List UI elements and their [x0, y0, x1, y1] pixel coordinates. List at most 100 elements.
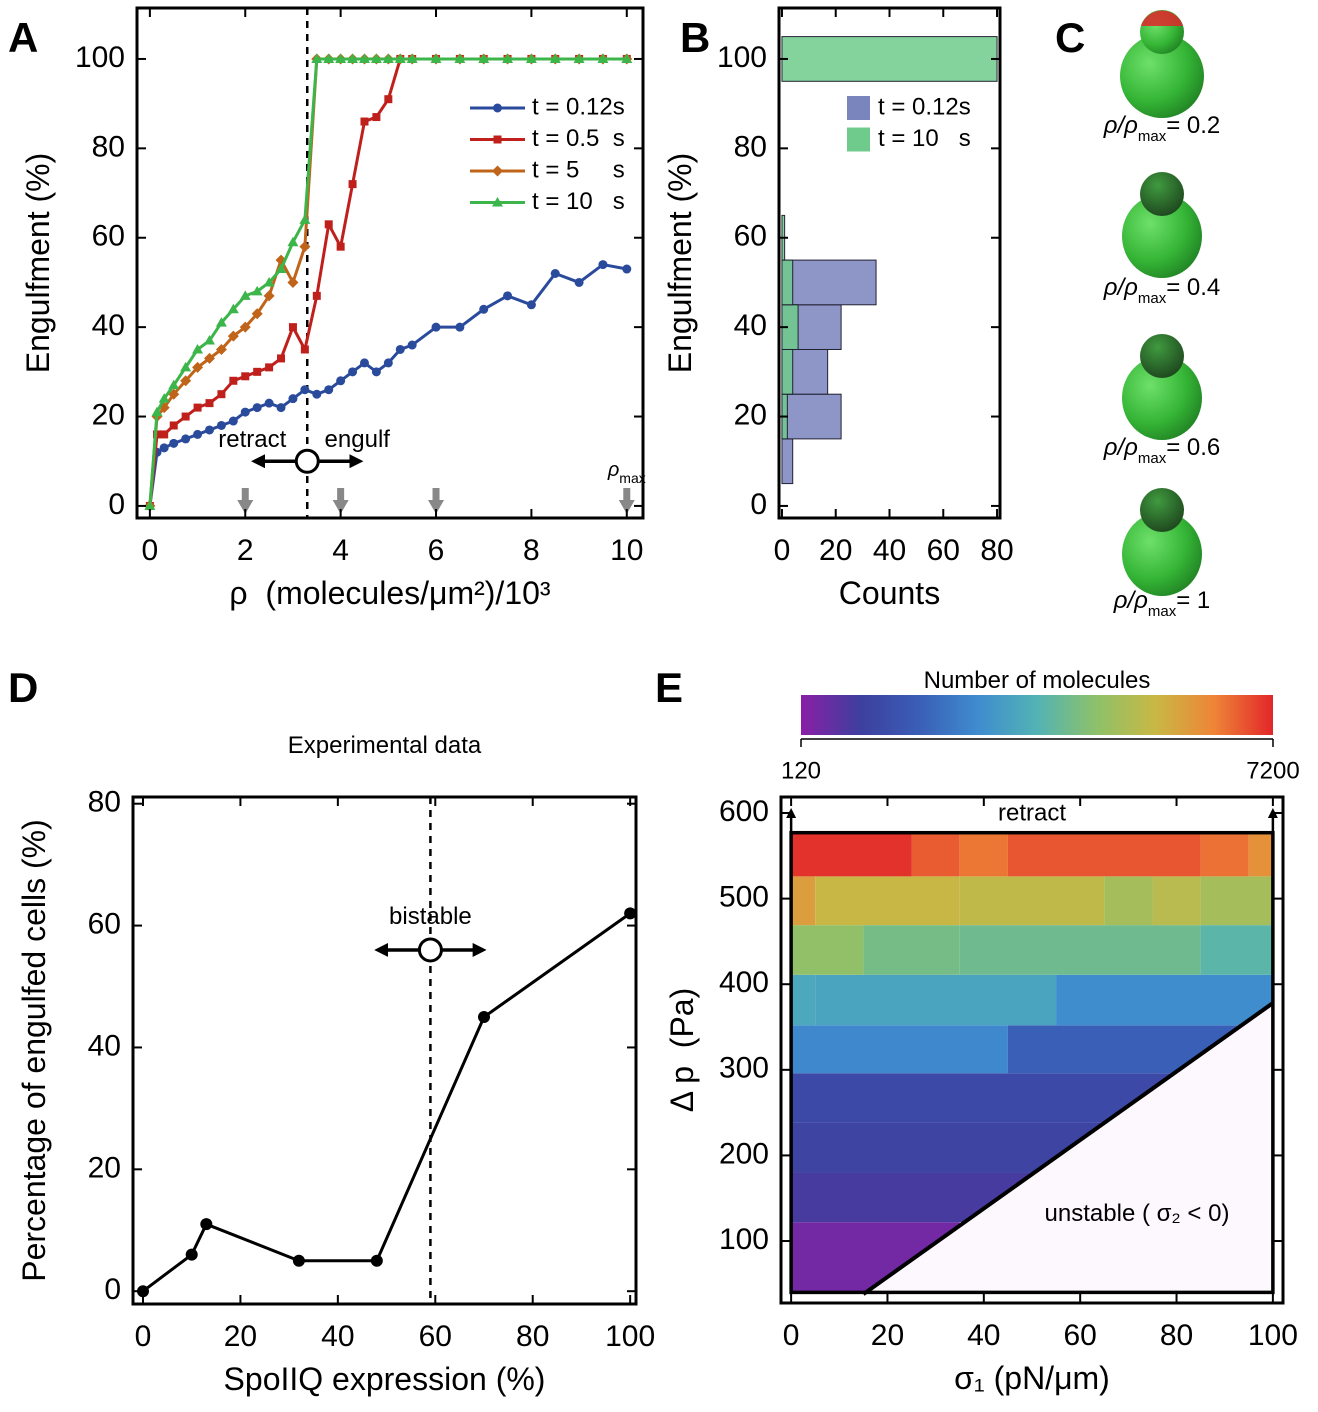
- series-line: [142, 912, 632, 1293]
- data-point: [151, 406, 163, 417]
- unstable-boundary: [862, 1001, 1275, 1296]
- data-point: [216, 420, 226, 430]
- data-point: [275, 263, 287, 274]
- y-tick-label: 200: [719, 1137, 769, 1170]
- y-tick-label: 600: [719, 795, 769, 828]
- data-point: [169, 438, 179, 448]
- x-axis-label: SpoIIQ expression (%): [224, 1361, 546, 1397]
- data-point: [203, 352, 215, 364]
- data-point: [229, 376, 238, 385]
- data-point: [493, 103, 502, 113]
- plot-frame: [777, 6, 1002, 520]
- data-point: [360, 117, 369, 126]
- data-point: [574, 277, 584, 287]
- data-point: [370, 1254, 383, 1267]
- cell-head: [1140, 488, 1184, 532]
- data-point: [526, 300, 536, 310]
- y-tick-label: 20: [734, 398, 767, 431]
- legend-label: t = 10 s: [532, 188, 625, 215]
- plot-frame: [131, 795, 638, 1306]
- cell-head: [1140, 334, 1184, 378]
- y-tick-label: 0: [104, 1273, 121, 1306]
- chart-title: Experimental data: [288, 732, 482, 759]
- y-tick-label: 80: [92, 130, 125, 163]
- data-point: [549, 53, 561, 63]
- x-tick-label: 80: [1160, 1319, 1193, 1352]
- data-point: [394, 53, 406, 63]
- data-point: [276, 403, 286, 413]
- heatmap-cell: [1104, 876, 1153, 926]
- label-sub: max: [1138, 128, 1167, 145]
- data-point: [478, 1010, 491, 1023]
- data-point: [180, 375, 192, 387]
- y-tick-label: 80: [88, 786, 121, 819]
- legend-label: t = 5 s: [532, 156, 625, 183]
- stable-region-frame: [789, 830, 1275, 1295]
- data-point: [335, 53, 347, 63]
- y-tick-label: 100: [75, 41, 125, 74]
- data-point: [288, 323, 297, 332]
- data-point: [264, 398, 274, 408]
- switch-point: [417, 937, 443, 963]
- data-point: [205, 399, 214, 408]
- data-point: [370, 53, 382, 63]
- label-symbol: ρ/ρ: [1103, 112, 1138, 139]
- heatmap-cell: [959, 832, 1008, 877]
- data-point: [372, 113, 381, 122]
- label-value: = 0.6: [1166, 434, 1220, 461]
- cell-body: [1122, 356, 1202, 440]
- x-tick-label: 8: [523, 534, 540, 567]
- label-sub: max: [1138, 290, 1167, 307]
- data-point: [227, 330, 239, 342]
- x-tick-label: 20: [871, 1319, 904, 1352]
- data-point: [180, 361, 192, 372]
- heatmap-cell: [791, 1025, 1008, 1074]
- data-point: [240, 407, 250, 417]
- histogram-bar: [781, 259, 877, 306]
- data-point: [348, 180, 357, 189]
- x-axis-label: Counts: [839, 575, 940, 611]
- legend-swatch: [847, 127, 870, 152]
- data-point: [622, 264, 632, 274]
- label-symbol: ρ/ρ: [1113, 587, 1148, 614]
- colorbar: [801, 695, 1273, 735]
- heatmap-cell: [911, 832, 960, 877]
- heatmap-cell: [959, 925, 1201, 975]
- y-tick-label: 60: [92, 220, 125, 253]
- data-point: [181, 434, 191, 444]
- heatmap-cell: [791, 832, 912, 877]
- data-point: [193, 403, 202, 412]
- x-tick-label: 100: [605, 1320, 655, 1353]
- data-point: [299, 214, 311, 224]
- data-point: [287, 236, 299, 247]
- heatmap-cell: [1056, 974, 1273, 1026]
- data-point: [181, 412, 190, 421]
- y-axis-label: Engulfment (%): [662, 153, 698, 374]
- data-point: [455, 322, 465, 332]
- rho-max-label: ρmax: [607, 459, 646, 486]
- data-point: [431, 322, 441, 332]
- heatmap-cell: [1200, 876, 1273, 926]
- data-point: [383, 358, 393, 368]
- x-tick-label: 6: [428, 534, 445, 567]
- x-axis-label: ρ (molecules/μm²)/10³: [229, 575, 550, 611]
- label-sub: max: [1148, 603, 1177, 620]
- data-point: [227, 303, 239, 314]
- shape-label: ρ/ρmax= 0.6: [1103, 434, 1221, 467]
- colorbar-tick-label: 7200: [1246, 757, 1299, 784]
- data-point: [265, 363, 274, 372]
- plot-frame: [779, 795, 1285, 1305]
- y-axis-label: Engulfment (%): [20, 153, 56, 374]
- annotation: retract: [218, 426, 286, 453]
- data-point: [192, 343, 204, 354]
- x-tick-label: 100: [1248, 1319, 1298, 1352]
- annotation: engulf: [325, 426, 391, 453]
- x-tick-label: 20: [819, 534, 852, 567]
- y-tick-label: 60: [88, 908, 121, 941]
- data-point: [323, 53, 335, 63]
- data-point: [288, 394, 298, 404]
- cell-shape: [1120, 10, 1204, 118]
- x-tick-label: 80: [516, 1320, 549, 1353]
- shape-label: ρ/ρmax= 0.2: [1103, 112, 1221, 145]
